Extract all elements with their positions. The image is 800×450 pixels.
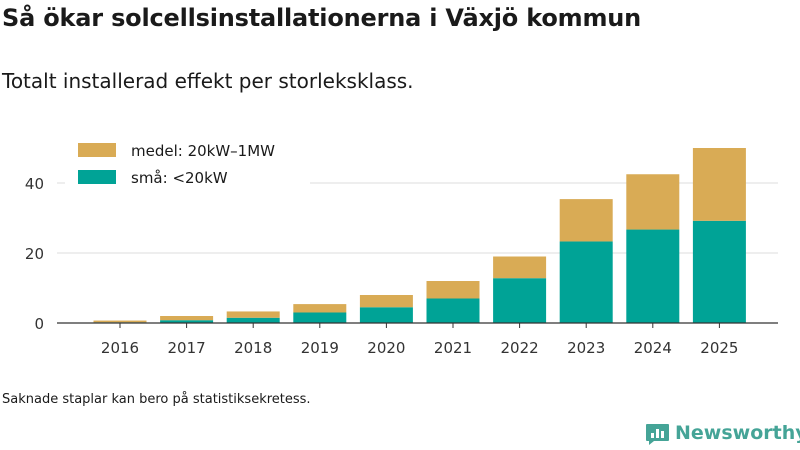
y-tick-label: 20 — [25, 245, 44, 263]
bar-segment — [160, 316, 214, 321]
x-axis-ticks: 2016 2017 2018 2019 2020 2021 2022 2023 2024 2025 — [101, 323, 738, 357]
bar-segment — [493, 256, 547, 279]
bars — [93, 148, 746, 323]
x-tick-label: 2017 — [168, 339, 206, 357]
x-tick-label: 2025 — [700, 339, 738, 357]
bar-segment — [93, 320, 147, 323]
bar-segment — [493, 278, 547, 323]
brand-logo: Newsworthy — [645, 420, 800, 446]
bar-segment — [293, 312, 347, 323]
y-tick-label: 0 — [34, 315, 44, 333]
bar-segment — [293, 304, 347, 313]
legend-label: medel: 20kW–1MW — [131, 142, 275, 160]
bar-segment — [226, 311, 280, 318]
bar-segment — [626, 174, 680, 230]
y-tick-label: 40 — [25, 175, 44, 193]
x-tick-label: 2023 — [567, 339, 605, 357]
bar-segment — [359, 307, 413, 323]
bar-segment — [359, 295, 413, 308]
y-axis-ticks: 0 20 40 — [25, 175, 44, 333]
x-tick-label: 2016 — [101, 339, 139, 357]
bar-segment — [626, 229, 680, 323]
x-tick-label: 2024 — [634, 339, 672, 357]
newsworthy-logo-icon — [646, 423, 669, 445]
footnote: Saknade staplar kan bero på statistiksek… — [2, 392, 311, 407]
bar-segment — [559, 199, 613, 242]
chart-subtitle: Totalt installerad effekt per storlekskl… — [2, 69, 414, 93]
legend-swatch — [78, 143, 116, 157]
bar-segment — [692, 220, 746, 323]
x-tick-label: 2022 — [501, 339, 539, 357]
bar-segment — [426, 298, 480, 323]
bar-segment — [559, 241, 613, 323]
bar-segment — [426, 281, 480, 299]
brand-name: Newsworthy — [675, 422, 800, 444]
bar-segment — [226, 317, 280, 323]
x-tick-label: 2021 — [434, 339, 472, 357]
x-tick-label: 2020 — [367, 339, 405, 357]
legend: medel: 20kW–1MW små: <20kW — [65, 135, 310, 187]
legend-swatch — [78, 170, 116, 184]
bar-segment — [692, 148, 746, 221]
x-tick-label: 2018 — [234, 339, 272, 357]
chart-title: Så ökar solcellsinstallationerna i Växjö… — [2, 4, 642, 32]
bar-segment — [160, 320, 214, 323]
legend-label: små: <20kW — [131, 169, 228, 187]
x-tick-label: 2019 — [301, 339, 339, 357]
